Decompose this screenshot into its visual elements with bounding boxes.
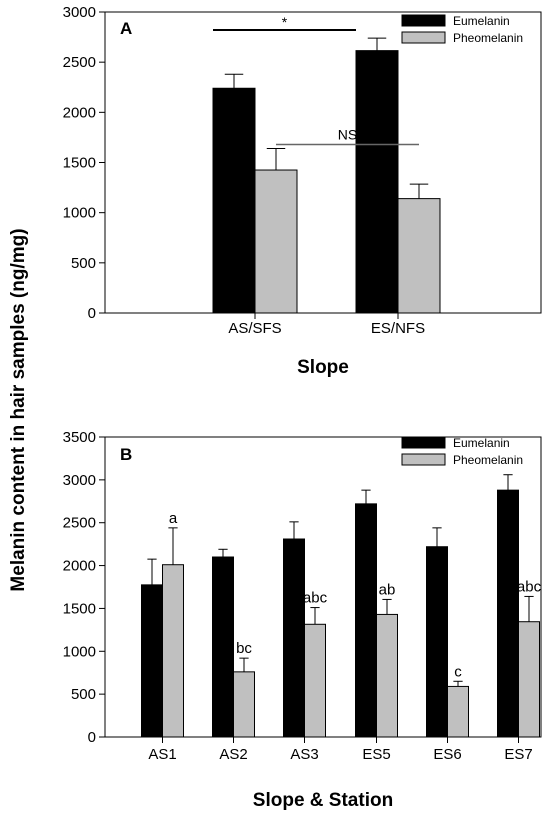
panel-label: B bbox=[120, 445, 132, 464]
panel-a: 0 500 1000 1500 2000 2500 3000 AS/SFS ES/NFS * NS A… bbox=[63, 4, 542, 378]
bar-pheomelanin-es5 bbox=[376, 613, 398, 738]
y-tick-label: 1500 bbox=[63, 600, 96, 617]
x-tick-label: AS3 bbox=[290, 746, 318, 763]
x-axis-title: Slope bbox=[297, 357, 349, 378]
bar-pheomelanin-es7 bbox=[518, 621, 540, 738]
bar-pheomelanin-es6 bbox=[447, 685, 469, 738]
y-tick-label: 0 bbox=[88, 305, 96, 322]
y-tick-label: 3000 bbox=[63, 472, 96, 489]
bar-pheomelanin-as-sfs bbox=[254, 169, 298, 314]
significance-letter: ab bbox=[379, 581, 396, 598]
x-tick-label: AS/SFS bbox=[228, 320, 281, 337]
legend-label-pheomelanin: Pheomelanin bbox=[453, 31, 523, 45]
bar-pheomelanin-as2 bbox=[233, 671, 255, 738]
bar-pheomelanin-es-nfs bbox=[397, 198, 441, 314]
legend-swatch-eumelanin bbox=[401, 14, 446, 27]
x-tick-label: ES6 bbox=[433, 746, 461, 763]
x-tick-label: AS2 bbox=[219, 746, 247, 763]
y-tick-label: 2000 bbox=[63, 558, 96, 575]
significance-letter: abc bbox=[517, 578, 542, 595]
y-tick-label: 2500 bbox=[63, 515, 96, 532]
legend-swatch-eumelanin bbox=[401, 436, 446, 449]
bar-eumelanin-es6 bbox=[426, 546, 448, 738]
x-axis-title: Slope & Station bbox=[253, 790, 393, 811]
y-tick-label: 2500 bbox=[63, 54, 96, 71]
significance-letter: a bbox=[169, 510, 178, 527]
significance-letter: c bbox=[454, 663, 462, 680]
legend-label-eumelanin: Eumelanin bbox=[453, 436, 510, 450]
x-tick-label: ES5 bbox=[362, 746, 390, 763]
panel-label: A bbox=[120, 19, 132, 38]
panel-b: 0 500 1000 1500 2000 2500 3000 3500 AS1 a AS2 bc AS3… bbox=[63, 429, 542, 811]
bar-pheomelanin-as3 bbox=[304, 623, 326, 738]
plot-frame bbox=[104, 11, 542, 314]
bar-eumelanin-as1 bbox=[141, 584, 163, 738]
shared-y-axis-label: Melanin content in hair samples (ng/mg) bbox=[8, 228, 29, 591]
significance-letter: bc bbox=[236, 640, 252, 657]
y-tick-label: 1000 bbox=[63, 205, 96, 222]
x-tick-label: ES/NFS bbox=[371, 320, 425, 337]
significance-label: NS bbox=[338, 126, 357, 142]
significance-letter: abc bbox=[303, 590, 328, 607]
legend-swatch-pheomelanin bbox=[401, 31, 446, 44]
legend-label-eumelanin: Eumelanin bbox=[453, 14, 510, 28]
y-tick-label: 500 bbox=[71, 255, 96, 272]
legend-label-pheomelanin: Pheomelanin bbox=[453, 453, 523, 467]
bar-eumelanin-as3 bbox=[283, 538, 305, 738]
x-tick-label: ES7 bbox=[504, 746, 532, 763]
significance-label: * bbox=[282, 14, 288, 30]
bar-eumelanin-as2 bbox=[212, 556, 234, 738]
bar-eumelanin-as-sfs bbox=[212, 87, 256, 314]
y-tick-label: 1500 bbox=[63, 155, 96, 172]
bar-pheomelanin-as1 bbox=[162, 564, 184, 738]
y-tick-label: 2000 bbox=[63, 104, 96, 121]
y-tick-label: 1000 bbox=[63, 643, 96, 660]
bar-eumelanin-es7 bbox=[497, 489, 519, 738]
y-tick-label: 0 bbox=[88, 729, 96, 746]
x-tick-label: AS1 bbox=[148, 746, 176, 763]
bar-eumelanin-es-nfs bbox=[355, 50, 399, 314]
y-tick-label: 3500 bbox=[63, 429, 96, 446]
legend-swatch-pheomelanin bbox=[401, 453, 446, 466]
bar-eumelanin-es5 bbox=[355, 503, 377, 738]
y-tick-label: 500 bbox=[71, 686, 96, 703]
y-tick-label: 3000 bbox=[63, 4, 96, 21]
